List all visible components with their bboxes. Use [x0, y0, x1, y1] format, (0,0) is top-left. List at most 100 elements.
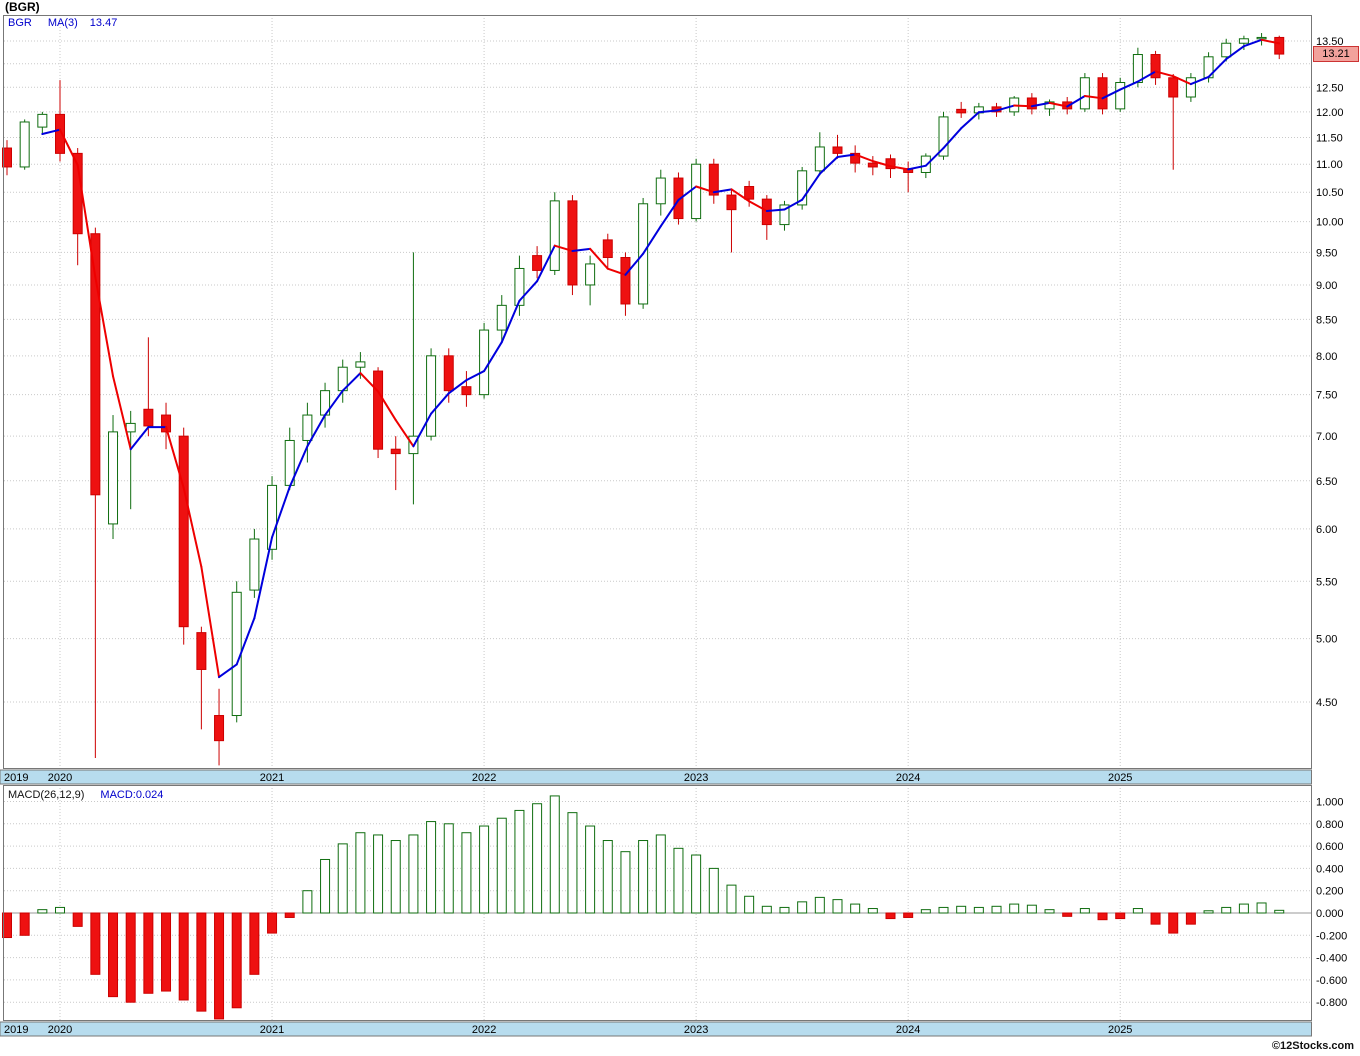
y-axis-macd-label: 1.000: [1316, 797, 1344, 809]
macd-bar: [761, 905, 772, 914]
ma-line-segment: [483, 341, 503, 373]
y-axis-price-label: 10.00: [1316, 217, 1344, 229]
macd-bar: [1132, 908, 1143, 914]
candlestick: [443, 355, 454, 392]
ma-line-segment: [924, 147, 945, 167]
macd-bar: [938, 906, 949, 914]
x-axis-year-label: 2021: [260, 1024, 284, 1036]
ma-line-segment: [801, 172, 821, 201]
ma-line-segment: [112, 375, 132, 451]
ma-line-segment: [871, 160, 892, 168]
macd-bar: [602, 840, 613, 914]
y-axis-price-label: 8.50: [1316, 314, 1337, 326]
ma-line-segment: [129, 426, 150, 451]
ma-line-segment: [1207, 58, 1228, 78]
ma-line-segment: [1030, 101, 1051, 108]
ma-line-segment: [324, 389, 344, 417]
ma-line-segment: [182, 486, 203, 568]
x-axis-year-label: 2024: [896, 772, 920, 784]
ma-line-segment: [836, 153, 857, 158]
macd-bar: [779, 906, 790, 914]
macd-bar: [1238, 903, 1249, 914]
ma-line-segment: [288, 445, 309, 488]
ma-line-segment: [642, 225, 662, 255]
ma-line-segment: [412, 412, 433, 448]
ma-line-segment: [76, 164, 97, 279]
macd-bar: [267, 912, 278, 934]
candlestick: [390, 448, 401, 455]
y-axis-macd-label: 0.000: [1316, 908, 1344, 920]
macd-bar: [214, 912, 225, 1020]
candlestick: [479, 329, 490, 396]
candlestick: [355, 361, 366, 368]
candlestick: [249, 538, 260, 591]
page-title: (BGR): [5, 0, 40, 14]
candlestick: [1079, 77, 1090, 110]
ma-line-segment: [341, 372, 362, 392]
ma-line-segment: [1066, 95, 1086, 108]
macd-bar: [814, 896, 825, 914]
macd-label: MACD(26,12,9): [8, 789, 85, 801]
macd-bar: [726, 884, 737, 914]
macd-panel-border: [3, 785, 1312, 1021]
y-axis-price-label: 8.00: [1316, 351, 1337, 363]
candlestick: [850, 152, 861, 164]
ma-line-segment: [818, 155, 839, 175]
ma-line-segment: [695, 185, 715, 194]
ma-line-segment: [200, 565, 221, 679]
macd-bar: [125, 912, 136, 1003]
macd-bar: [549, 795, 560, 914]
y-axis-price-label: 7.50: [1316, 390, 1337, 402]
ma-value: 13.47: [89, 17, 118, 29]
macd-bar: [1221, 906, 1232, 914]
ma-line-segment: [394, 419, 415, 448]
ma-line-segment: [1172, 75, 1192, 86]
ma-line-segment: [518, 280, 539, 302]
macd-bar: [885, 912, 896, 920]
candlestick: [55, 113, 66, 154]
macd-bar: [991, 905, 1002, 914]
candlestick: [549, 200, 560, 271]
ma-line-segment: [589, 247, 609, 270]
candlestick: [602, 239, 613, 259]
ma-line-segment: [377, 390, 397, 422]
x-axis-year-label: 2025: [1108, 772, 1132, 784]
macd-bar: [320, 858, 331, 914]
ma-line-segment: [960, 111, 980, 130]
macd-bar: [797, 901, 808, 914]
candlestick: [708, 163, 719, 196]
candlestick: [832, 146, 843, 154]
macd-bar: [638, 840, 649, 914]
ma-line-segment: [253, 536, 274, 620]
y-axis-price-label: 5.50: [1316, 576, 1337, 588]
macd-bar: [1115, 912, 1126, 920]
macd-bar: [161, 912, 172, 992]
y-axis-price-label: 11.50: [1316, 132, 1343, 144]
candlestick: [1132, 54, 1143, 84]
y-axis-macd-label: 0.600: [1316, 841, 1344, 853]
macd-bar: [143, 912, 154, 994]
watermark: ©12Stocks.com: [1271, 1040, 1354, 1052]
ma-line-segment: [218, 663, 238, 679]
y-axis-macd-label: 0.800: [1316, 819, 1344, 831]
ma-line-segment: [659, 198, 680, 228]
ma-line-segment: [712, 188, 733, 194]
ma-line-segment: [306, 414, 327, 448]
x-axis-band: [0, 1021, 1312, 1037]
macd-bar: [1062, 912, 1073, 917]
macd-bar: [479, 825, 490, 914]
ma-line-segment: [854, 153, 874, 163]
candlestick: [867, 162, 878, 168]
ma-line-segment: [889, 165, 910, 171]
ma-line-segment: [624, 252, 645, 276]
candlestick: [938, 116, 949, 157]
candlestick: [496, 304, 507, 331]
macd-bar: [284, 912, 295, 918]
ma-line-segment: [942, 127, 963, 150]
x-axis-year-label: 2020: [48, 1024, 72, 1036]
macd-bar: [231, 912, 242, 1009]
y-axis-macd-label: -0.200: [1316, 930, 1347, 942]
ma-line-segment: [1048, 101, 1069, 108]
candlestick: [143, 408, 154, 427]
